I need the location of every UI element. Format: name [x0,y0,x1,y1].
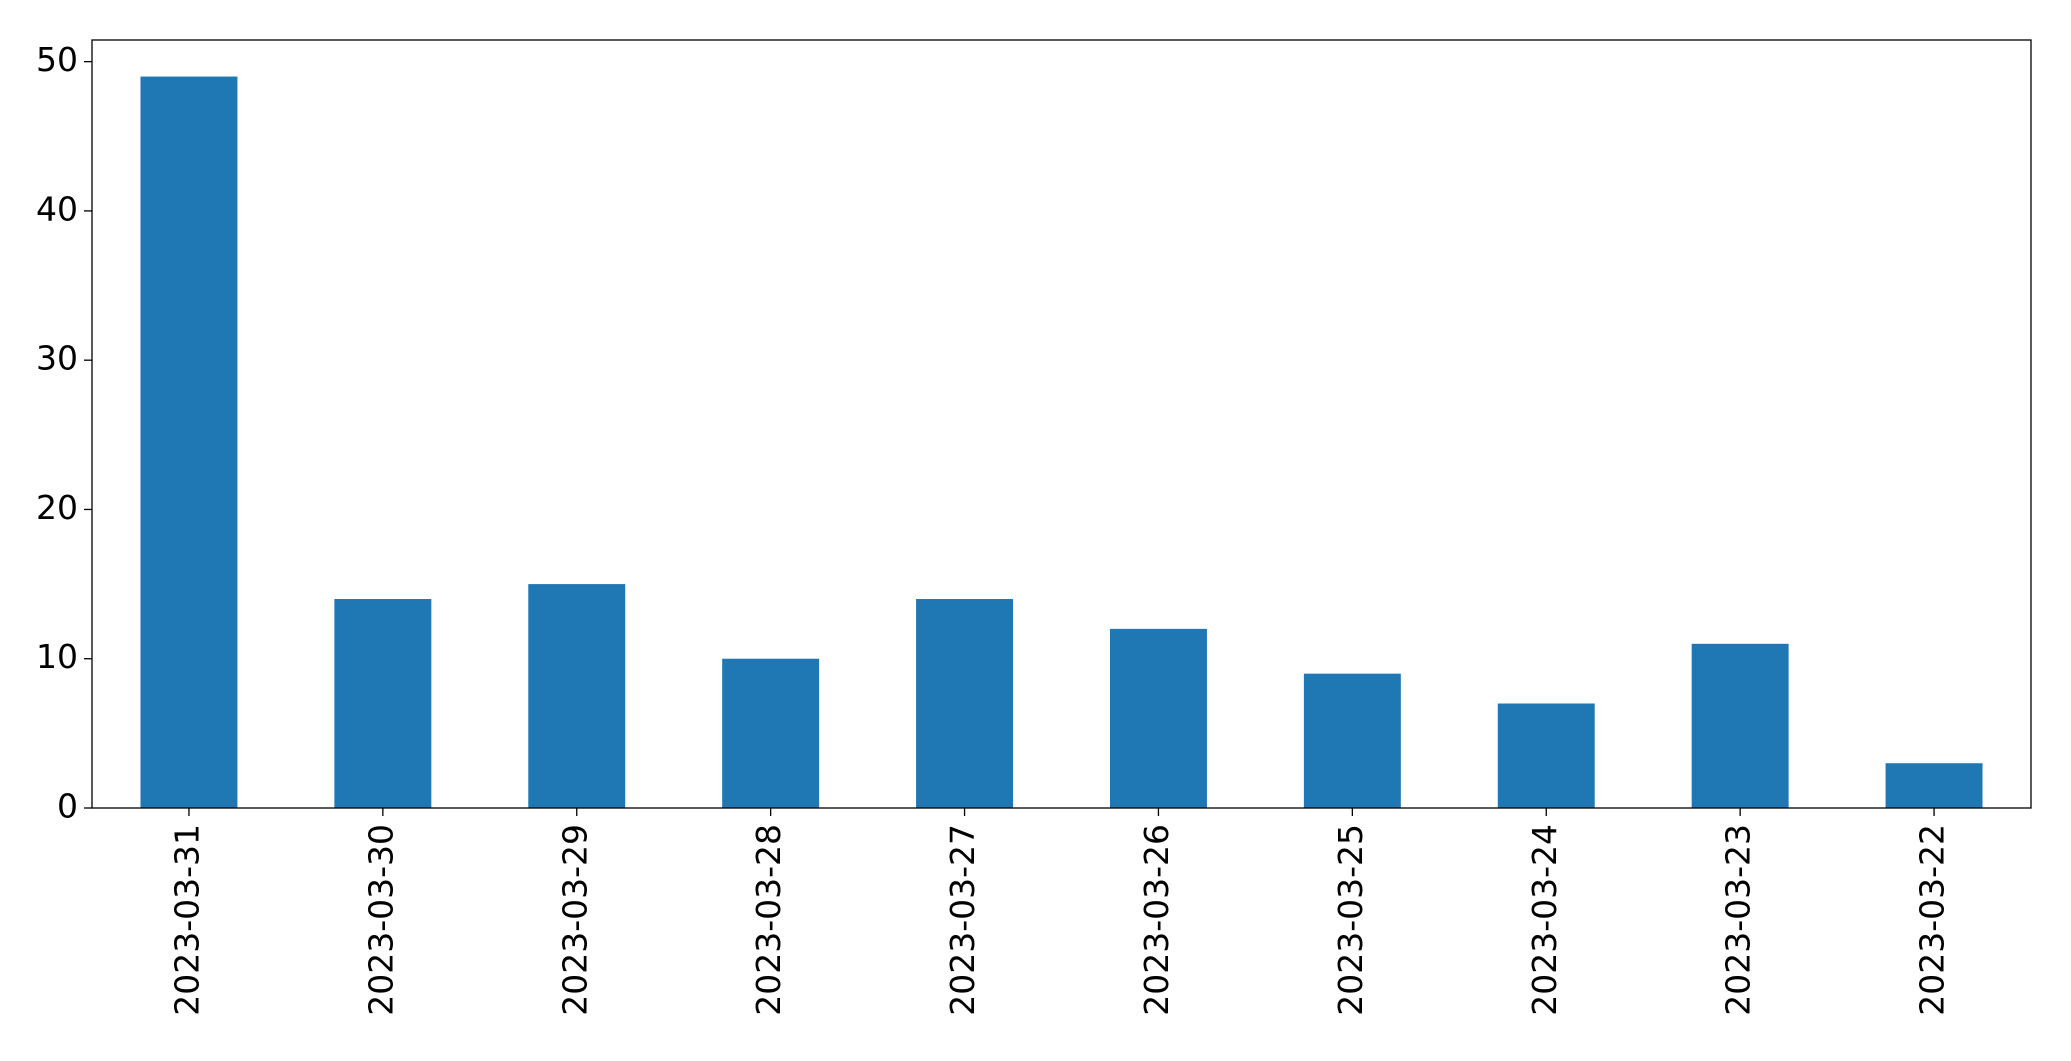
x-tick-label: 2023-03-26 [1137,824,1176,1016]
bar [334,599,432,808]
x-tick-label: 2023-03-24 [1525,824,1564,1016]
bar [1303,673,1401,808]
y-tick-label: 30 [36,339,78,378]
x-tick-label: 2023-03-22 [1913,824,1952,1016]
y-tick-label: 20 [36,488,78,527]
x-tick-label: 2023-03-27 [943,824,982,1016]
bar [528,584,626,808]
x-tick-label: 2023-03-30 [361,824,400,1016]
bar [1885,763,1983,808]
x-tick-label: 2023-03-28 [749,824,788,1016]
y-tick-label: 10 [36,637,78,676]
bar [140,76,238,809]
y-tick-label: 40 [36,189,78,228]
x-tick-label: 2023-03-25 [1331,824,1370,1016]
y-tick-label: 50 [36,40,78,79]
bar [1109,628,1207,808]
bar [722,658,820,808]
x-tick-label: 2023-03-31 [167,824,206,1016]
x-tick-label: 2023-03-29 [555,824,594,1016]
bar [1497,703,1595,808]
y-tick-label: 0 [57,787,78,826]
plot-frame [91,39,2032,809]
x-tick-label: 2023-03-23 [1719,824,1758,1016]
bar [1691,643,1789,808]
bar [916,599,1014,808]
